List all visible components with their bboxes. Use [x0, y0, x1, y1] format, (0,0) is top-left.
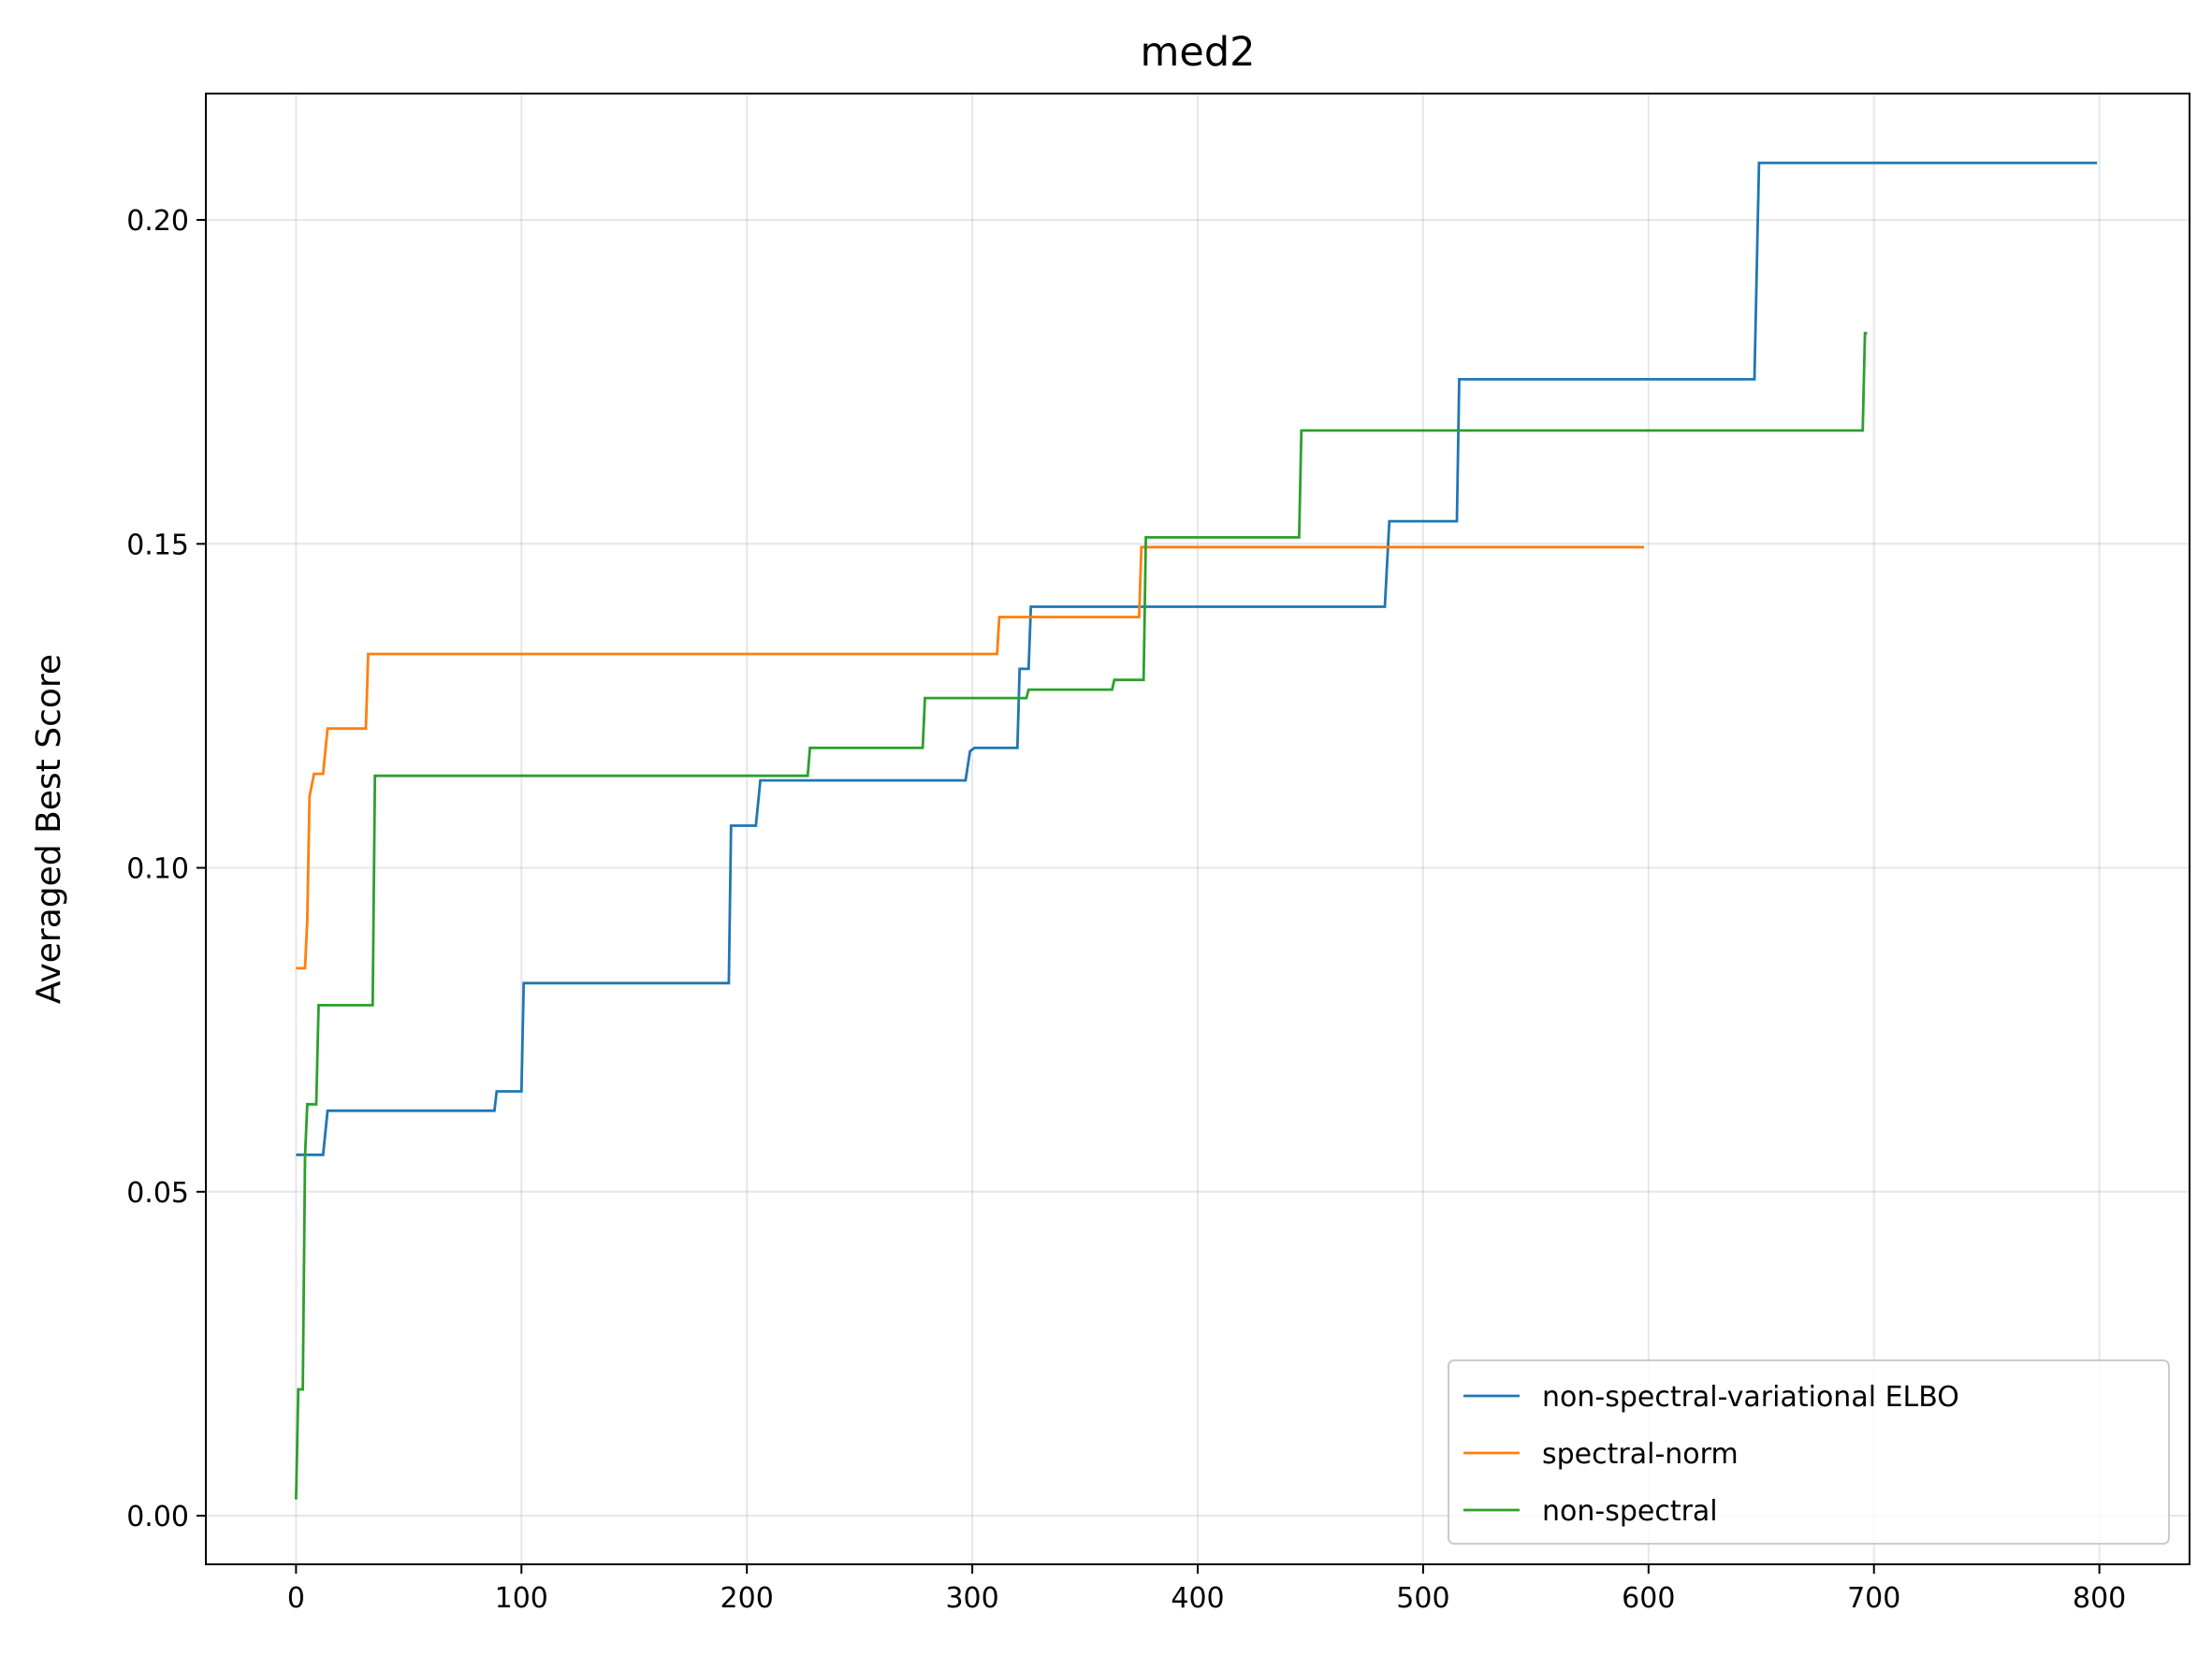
x-tick-label: 700: [1847, 1582, 1900, 1615]
series-line-non-spectral-variational-elbo: [296, 161, 2098, 1156]
legend-box: [1448, 1359, 2170, 1545]
chart-title: med2: [1141, 29, 1256, 76]
legend-label: spectral-norm: [1542, 1438, 1739, 1471]
y-tick-label: 0.10: [126, 853, 189, 886]
x-tick-label: 100: [495, 1582, 548, 1615]
y-tick-label: 0.20: [126, 205, 189, 238]
x-axis-ticks: 0 100 200 300 400 500 600 700 800: [287, 1564, 2126, 1615]
x-tick-label: 200: [720, 1582, 774, 1615]
series-line-spectral-norm: [296, 545, 1644, 970]
legend: non-spectral-variational ELBO spectral-no…: [1448, 1359, 2170, 1545]
y-tick-label: 0.05: [126, 1177, 189, 1210]
plot-series: [295, 161, 2098, 1500]
x-tick-label: 500: [1396, 1582, 1449, 1615]
x-tick-label: 0: [287, 1582, 305, 1615]
x-tick-label: 400: [1171, 1582, 1224, 1615]
y-tick-label: 0.15: [126, 529, 189, 561]
legend-label: non-spectral-variational ELBO: [1542, 1381, 1959, 1414]
y-axis-ticks: 0.00 0.05 0.10 0.15 0.20: [126, 205, 206, 1533]
legend-label: non-spectral: [1542, 1495, 1718, 1528]
x-tick-label: 800: [2073, 1582, 2126, 1615]
series-line-non-spectral: [295, 331, 1868, 1500]
x-tick-label: 300: [945, 1582, 998, 1615]
y-axis-title: Averaged Best Score: [30, 654, 68, 1004]
x-tick-label: 600: [1622, 1582, 1675, 1615]
y-tick-label: 0.00: [126, 1501, 189, 1533]
